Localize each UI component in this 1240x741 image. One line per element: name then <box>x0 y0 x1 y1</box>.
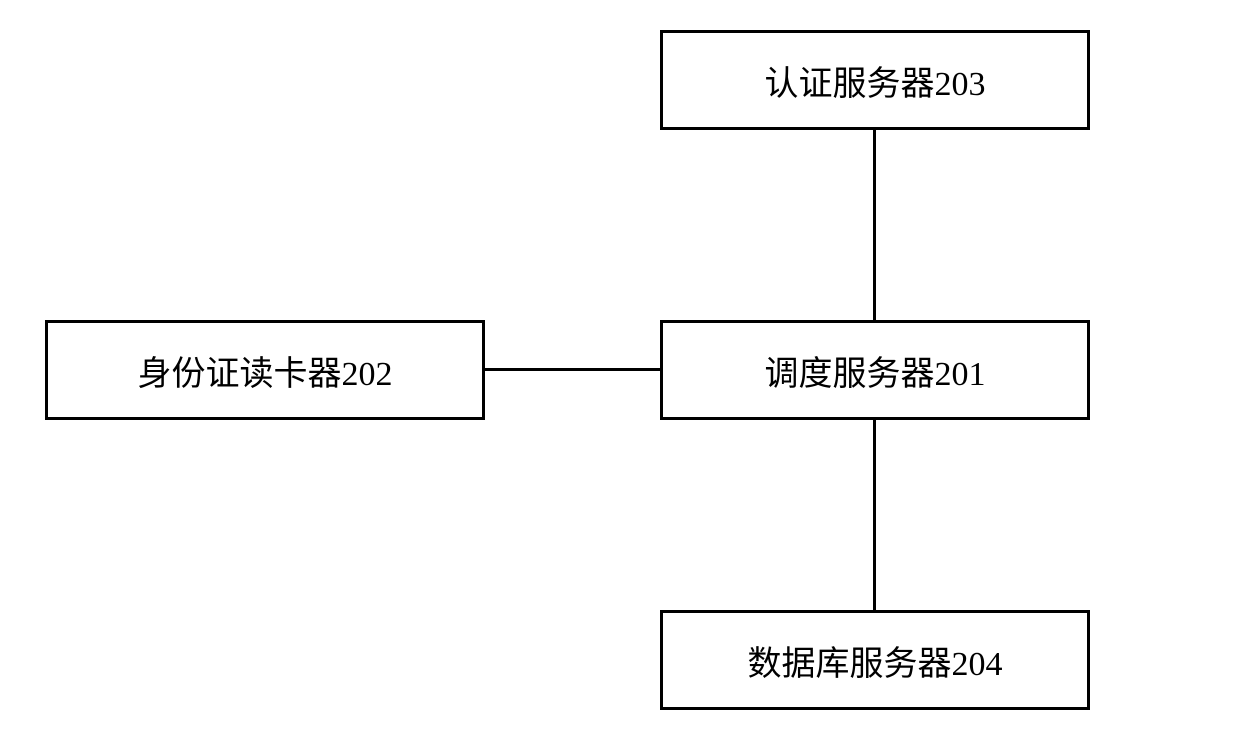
node-label-dispatch-server: 调度服务器201 <box>765 346 986 395</box>
edge-auth-to-dispatch <box>873 130 876 320</box>
node-card-reader: 身份证读卡器202 <box>45 320 485 420</box>
node-label-card-reader: 身份证读卡器202 <box>138 346 393 395</box>
edge-dispatch-to-db <box>873 420 876 610</box>
node-dispatch-server: 调度服务器201 <box>660 320 1090 420</box>
node-label-auth-server: 认证服务器203 <box>765 56 986 105</box>
edge-reader-to-dispatch <box>485 368 660 371</box>
node-label-db-server: 数据库服务器204 <box>748 636 1003 685</box>
node-auth-server: 认证服务器203 <box>660 30 1090 130</box>
node-db-server: 数据库服务器204 <box>660 610 1090 710</box>
